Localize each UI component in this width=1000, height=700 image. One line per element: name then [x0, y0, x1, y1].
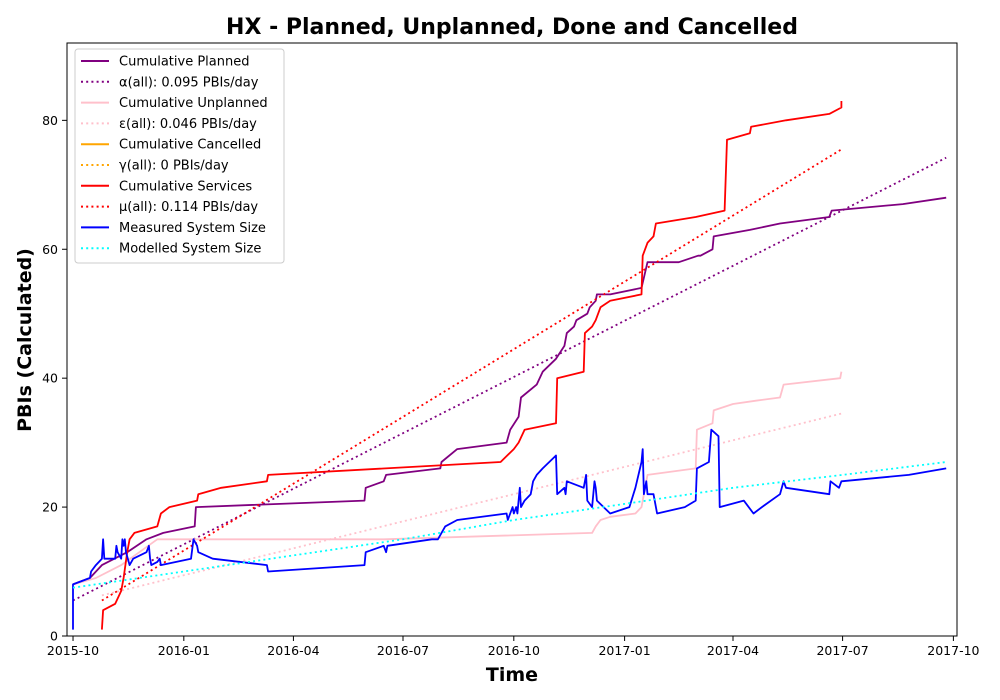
- chart-title: HX - Planned, Unplanned, Done and Cancel…: [226, 15, 798, 40]
- series-line-measured-system-size: [72, 428, 947, 630]
- legend-label-cumulative-unplanned: Cumulative Unplanned: [119, 96, 268, 111]
- y-tick-label: 80: [42, 113, 58, 128]
- x-tick-label: 2016-07: [377, 643, 429, 658]
- x-tick-label: 2016-01: [158, 643, 210, 658]
- y-tick-label: 60: [42, 242, 58, 257]
- x-tick-label: 2017-01: [598, 643, 650, 658]
- x-tick-label: 2016-04: [267, 643, 319, 658]
- legend-label-cumulative-cancelled: Cumulative Cancelled: [119, 138, 261, 153]
- x-axis-label: Time: [486, 664, 538, 686]
- series-line-cumulative-planned: [72, 196, 947, 586]
- axes-layer: 2015-10 2016-01 2016-04 2016-07 2016-10 2017-…: [42, 42, 980, 658]
- plot-frame: [66, 42, 958, 637]
- x-tick-label: 2015-10: [47, 643, 99, 658]
- series-line-all-0-114-pbis-day: [101, 148, 842, 602]
- x-tick-label: 2017-10: [927, 643, 979, 658]
- legend-label-all-0-pbis-day: γ(all): 0 PBIs/day: [119, 159, 229, 174]
- y-axis-label: PBIs (Calculated): [14, 248, 36, 432]
- x-tick-label: 2017-07: [816, 643, 868, 658]
- legend-label-all-0-114-pbis-day: μ(all): 0.114 PBIs/day: [119, 200, 258, 215]
- series-line-cumulative-unplanned: [72, 371, 843, 586]
- y-tick-label: 40: [42, 371, 58, 386]
- series-line-cumulative-services: [101, 101, 843, 630]
- legend-label-cumulative-services: Cumulative Services: [119, 179, 252, 194]
- y-tick-label: 0: [50, 629, 58, 644]
- legend-label-modelled-system-size: Modelled System Size: [119, 242, 261, 257]
- legend: Cumulative Planned α(all): 0.095 PBIs/day…: [74, 48, 285, 264]
- legend-box: [74, 48, 285, 264]
- legend-label-measured-system-size: Measured System Size: [119, 221, 266, 236]
- legend-label-all-0-095-pbis-day: α(all): 0.095 PBIs/day: [119, 75, 259, 90]
- legend-label-all-0-046-pbis-day: ε(all): 0.046 PBIs/day: [119, 117, 257, 132]
- x-tick-label: 2016-10: [488, 643, 540, 658]
- series-line-all-0-095-pbis-day: [72, 156, 947, 602]
- y-tick-label: 20: [42, 500, 58, 515]
- legend-label-cumulative-planned: Cumulative Planned: [119, 55, 249, 70]
- x-tick-label: 2017-04: [707, 643, 759, 658]
- series-layer: [72, 101, 947, 630]
- series-line-modelled-system-size: [72, 461, 947, 589]
